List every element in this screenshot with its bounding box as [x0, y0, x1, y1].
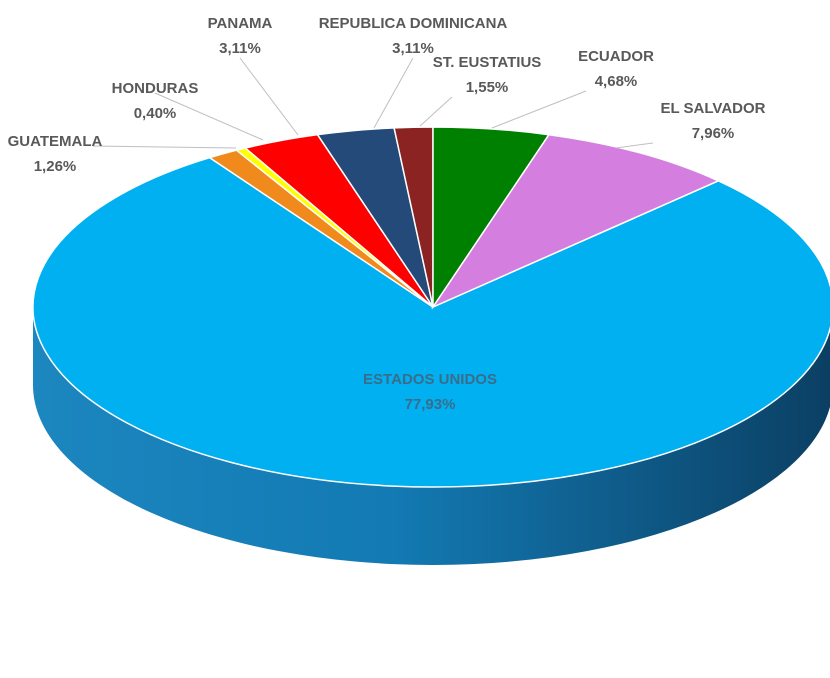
pie-top-layer [32, 126, 830, 488]
leader-line-panama [239, 57, 299, 136]
leader-line-republica-dominicana [373, 57, 414, 129]
label-name-honduras: HONDURAS [112, 80, 199, 97]
label-value-panama: 3,11% [219, 40, 261, 57]
label-value-honduras: 0,40% [134, 105, 177, 122]
leader-line-st-eustatius [419, 96, 453, 127]
label-name-st-eustatius: ST. EUSTATIUS [433, 54, 542, 71]
pie-side-layer [33, 307, 830, 565]
label-name-el-salvador: EL SALVADOR [660, 100, 765, 117]
label-name-ecuador: ECUADOR [578, 48, 654, 65]
label-name-republica-dominicana: REPUBLICA DOMINICANA [319, 15, 508, 32]
label-name-estados-unidos: ESTADOS UNIDOS [363, 371, 497, 388]
pie-slice-el-salvador [430, 133, 721, 309]
label-value-estados-unidos: 77,93% [405, 396, 456, 413]
leader-line-ecuador [491, 90, 587, 129]
leader-line-el-salvador [615, 142, 654, 149]
label-value-ecuador: 4,68% [595, 73, 638, 90]
label-value-st-eustatius: 1,55% [466, 79, 509, 96]
leader-line-guatemala [92, 145, 237, 149]
slice-labels: ESTADOS UNIDOS 77,93% GUATEMALA 1,26% HONDUR… [8, 15, 766, 413]
label-name-panama: PANAMA [208, 15, 273, 32]
label-value-guatemala: 1,26% [34, 158, 77, 175]
label-value-el-salvador: 7,96% [692, 125, 735, 142]
pie-side-wall [33, 307, 830, 565]
leader-line-honduras [154, 92, 264, 141]
leader-lines [92, 57, 654, 149]
label-name-guatemala: GUATEMALA [8, 133, 103, 150]
label-value-republica-dominicana: 3,11% [392, 40, 434, 57]
pie-slice-estados-unidos [32, 156, 830, 488]
